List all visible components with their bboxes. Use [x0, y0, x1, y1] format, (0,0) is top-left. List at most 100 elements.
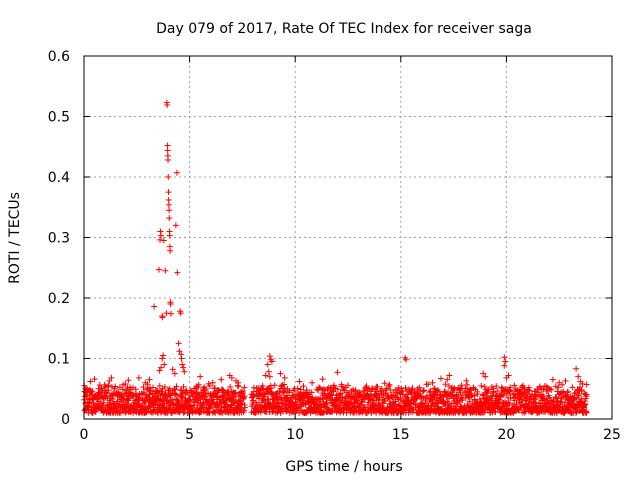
baseline-point [572, 409, 579, 416]
baseline-point [241, 404, 248, 411]
data-point [158, 232, 165, 239]
baseline-point [172, 390, 179, 397]
baseline-point [526, 387, 533, 394]
baseline-point [465, 402, 472, 409]
baseline-point [315, 384, 322, 391]
baseline-point [122, 407, 129, 414]
baseline-point [518, 396, 525, 403]
baseline-point [506, 389, 513, 396]
data-point [262, 372, 269, 379]
baseline-point [372, 402, 379, 409]
baseline-point [565, 388, 572, 395]
baseline-point [240, 407, 247, 414]
baseline-point [498, 384, 505, 391]
y-tick-label: 0.5 [48, 110, 70, 126]
data-point [268, 358, 275, 365]
y-axis-title: ROTI / TECUs [7, 192, 23, 284]
data-point [179, 361, 186, 368]
baseline-point [122, 381, 129, 388]
baseline-point [202, 396, 209, 403]
baseline-point [466, 386, 473, 393]
data-point [573, 365, 580, 372]
baseline-point [327, 392, 334, 399]
data-point [164, 102, 171, 109]
data-point [167, 301, 174, 308]
x-tick-label: 0 [80, 427, 89, 443]
data-point [157, 228, 164, 235]
baseline-point [555, 384, 562, 391]
baseline-point [582, 400, 589, 407]
baseline-point [330, 382, 337, 389]
data-point [106, 377, 113, 384]
baseline-point [569, 384, 576, 391]
baseline-point [260, 391, 267, 398]
data-point [342, 384, 349, 391]
baseline-point [169, 396, 176, 403]
baseline-point [571, 390, 578, 397]
y-tick-label: 0.2 [48, 291, 70, 307]
baseline-point [511, 382, 518, 389]
data-point [87, 378, 94, 385]
baseline-point [413, 396, 420, 403]
baseline-point [409, 385, 416, 392]
baseline-point [241, 392, 248, 399]
baseline-point [540, 386, 547, 393]
data-point [209, 379, 216, 386]
data-point [437, 375, 444, 382]
baseline-point [379, 402, 386, 409]
baseline-point [88, 391, 95, 398]
chart-title: Day 079 of 2017, Rate Of TEC Index for r… [156, 21, 532, 37]
data-point [156, 367, 163, 374]
baseline-point [265, 396, 272, 403]
baseline-point [173, 383, 180, 390]
baseline-point [583, 393, 590, 400]
baseline-point [294, 404, 301, 411]
data-point [503, 374, 510, 381]
baseline-point [173, 391, 180, 398]
data-point [501, 354, 508, 361]
baseline-point [441, 388, 448, 395]
data-point [197, 373, 204, 380]
baseline-point [303, 387, 310, 394]
baseline-point [125, 397, 132, 404]
data-point [444, 376, 451, 383]
data-point [172, 222, 179, 229]
data-point [575, 373, 582, 380]
baseline-point [464, 385, 471, 392]
data-point [166, 215, 173, 222]
baseline-point [308, 389, 315, 396]
baseline-point [376, 394, 383, 401]
baseline-point [149, 390, 156, 397]
baseline-point [381, 380, 388, 387]
baseline-point [535, 389, 542, 396]
baseline-point [180, 383, 187, 390]
baseline-point [488, 395, 495, 402]
baseline-point [562, 392, 569, 399]
baseline-point [485, 386, 492, 393]
baseline-point [551, 398, 558, 405]
baseline-point [232, 394, 239, 401]
baseline-point [478, 382, 485, 389]
data-point [167, 247, 174, 254]
baseline-point [179, 394, 186, 401]
data-point [562, 377, 569, 384]
baseline-point [227, 384, 234, 391]
baseline-point [271, 382, 278, 389]
baseline-point [397, 397, 404, 404]
baseline-point [241, 384, 248, 391]
data-point [205, 380, 212, 387]
baseline-point [426, 389, 433, 396]
baseline-point [385, 383, 392, 390]
baseline-point [90, 396, 97, 403]
data-point [549, 376, 556, 383]
baseline-point [395, 384, 402, 391]
baseline-point [202, 385, 209, 392]
data-point [463, 377, 470, 384]
baseline-point [424, 393, 431, 400]
baseline-point [146, 391, 153, 398]
baseline-point [277, 409, 284, 416]
data-point [264, 361, 271, 368]
baseline-point [210, 408, 217, 415]
data-point [91, 376, 98, 383]
baseline-point [536, 383, 543, 390]
